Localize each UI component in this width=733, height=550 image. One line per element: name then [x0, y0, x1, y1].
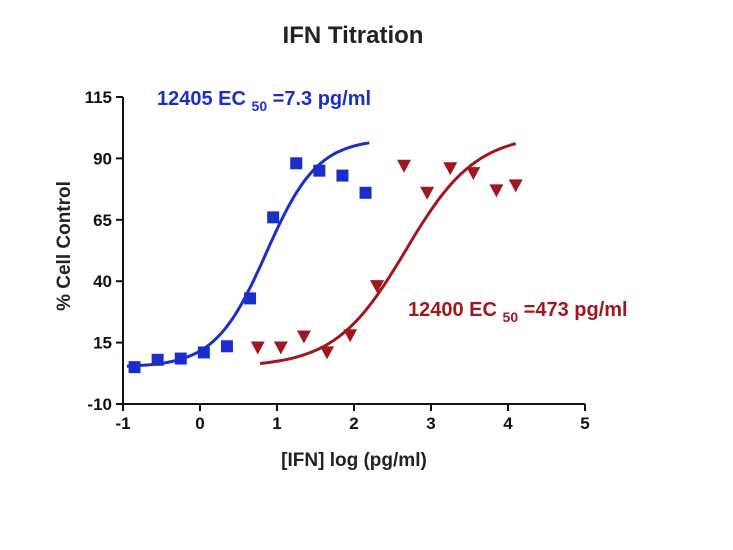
data-point-blue — [174, 352, 187, 365]
annotation-red-prefix: 12400 EC — [408, 299, 497, 321]
annotation-blue-sub: 50 — [252, 98, 268, 114]
data-point-blue — [151, 353, 164, 366]
data-point-blue — [359, 186, 372, 199]
fit-curve-blue — [126, 141, 370, 368]
data-point-red — [443, 162, 458, 176]
annotation-blue: 12405 EC 50 =7.3 pg/ml — [157, 88, 371, 116]
y-ticks: -10 15 40 65 90 115 — [85, 88, 123, 414]
data-point-blue — [244, 292, 257, 305]
data-point-blue — [197, 346, 210, 359]
data-point-red — [343, 329, 358, 343]
data-point-red — [508, 179, 523, 193]
data-point-blue — [267, 211, 280, 224]
data-point-red — [466, 167, 481, 181]
data-point-blue — [313, 164, 326, 177]
data-point-red — [296, 330, 311, 344]
x-ticks: -1 0 1 2 3 4 5 — [115, 404, 590, 433]
data-points — [128, 157, 523, 374]
data-point-blue — [220, 340, 233, 353]
x-axis-title: [IFN] log (pg/ml) — [281, 450, 427, 471]
y-tick-label: 65 — [93, 211, 112, 230]
x-tick-label: 4 — [503, 414, 513, 433]
data-point-red — [489, 184, 504, 198]
data-point-red — [370, 280, 385, 294]
annotation-red-sub: 50 — [503, 309, 519, 325]
data-point-blue — [290, 157, 303, 170]
x-tick-label: 5 — [580, 414, 589, 433]
x-tick-label: 3 — [426, 414, 435, 433]
data-point-red — [320, 346, 335, 360]
y-axis-title: % Cell Control — [54, 181, 75, 311]
x-tick-label: 0 — [195, 414, 204, 433]
annotation-blue-prefix: 12405 EC — [157, 88, 246, 110]
y-tick-label: 115 — [85, 88, 112, 107]
data-point-red — [273, 341, 288, 355]
annotation-red-suffix: =473 pg/ml — [524, 299, 628, 321]
y-tick-label: 15 — [93, 334, 112, 353]
y-tick-label: 40 — [93, 272, 112, 291]
y-tick-label: 90 — [93, 149, 112, 168]
data-point-red — [250, 341, 265, 355]
x-tick-label: 1 — [272, 414, 281, 433]
data-point-blue — [128, 361, 141, 374]
fit-curves — [126, 141, 517, 368]
annotation-blue-suffix: =7.3 pg/ml — [273, 88, 371, 110]
data-point-red — [397, 159, 412, 173]
data-point-blue — [336, 169, 349, 182]
x-tick-label: 2 — [349, 414, 358, 433]
annotation-red: 12400 EC 50 =473 pg/ml — [408, 299, 628, 327]
chart-title: IFN Titration — [283, 22, 424, 49]
data-point-red — [420, 186, 435, 200]
y-tick-label: -10 — [87, 395, 112, 414]
fit-curve-red — [259, 142, 517, 365]
x-tick-label: -1 — [115, 414, 130, 433]
